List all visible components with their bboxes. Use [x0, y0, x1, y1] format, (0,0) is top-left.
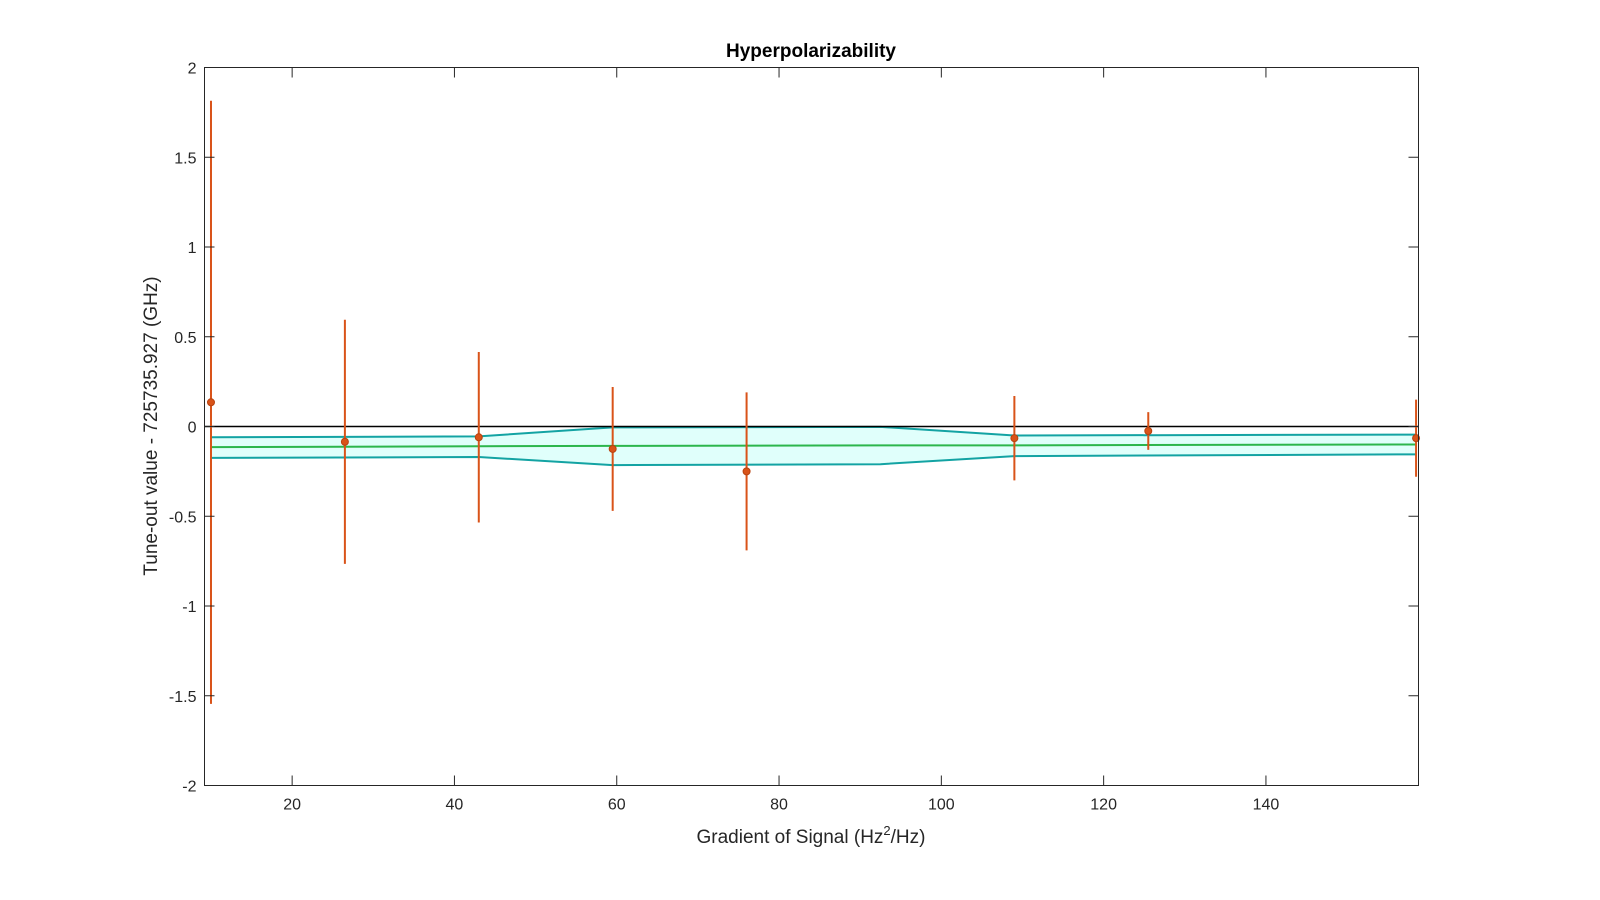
data-point-group [1144, 412, 1153, 450]
y-tick-label: 1 [188, 240, 197, 257]
x-tick-label: 80 [770, 797, 788, 814]
axis-ticks-layer: 20 40 60 80 100 120 140 -2 -1.5 -1 -0.5 0 0.5 1 1.5 2 [169, 61, 1419, 814]
data-point-group [608, 387, 617, 511]
data-point-group [340, 319, 349, 564]
y-axis-label: Tune-out value - 725735.927 (GHz) [141, 276, 162, 575]
x-tick-label: 140 [1253, 797, 1280, 814]
chart-title: Hyperpolarizability [726, 41, 896, 62]
y-tick-label: 0 [188, 420, 197, 437]
y-tick-label: -0.5 [169, 509, 197, 526]
data-point [206, 398, 215, 407]
x-tick-label: 40 [446, 797, 464, 814]
data-point [1010, 434, 1019, 443]
data-point-group [742, 392, 751, 551]
data-point [608, 444, 617, 453]
data-point [1144, 426, 1153, 435]
data-point-group [474, 352, 483, 523]
y-tick-label: -2 [182, 779, 196, 796]
y-tick-label: 0.5 [174, 330, 196, 347]
x-tick-label: 120 [1090, 797, 1117, 814]
x-tick-label: 60 [608, 797, 626, 814]
data-point [1412, 434, 1421, 443]
y-tick-label: -1.5 [169, 689, 197, 706]
data-point-group [1010, 395, 1019, 481]
data-point [474, 433, 483, 442]
data-point [340, 437, 349, 446]
data-point-group [206, 100, 215, 704]
data-point-group [1412, 399, 1421, 477]
data-point [742, 467, 751, 476]
y-tick-label: 1.5 [174, 150, 196, 167]
data-points-layer [206, 100, 1421, 704]
x-tick-label: 20 [283, 797, 301, 814]
y-tick-label: -1 [182, 599, 196, 616]
x-tick-label: 100 [928, 797, 955, 814]
y-tick-label: 2 [188, 61, 197, 78]
x-axis-label: Gradient of Signal (Hz2/Hz) [697, 823, 926, 848]
